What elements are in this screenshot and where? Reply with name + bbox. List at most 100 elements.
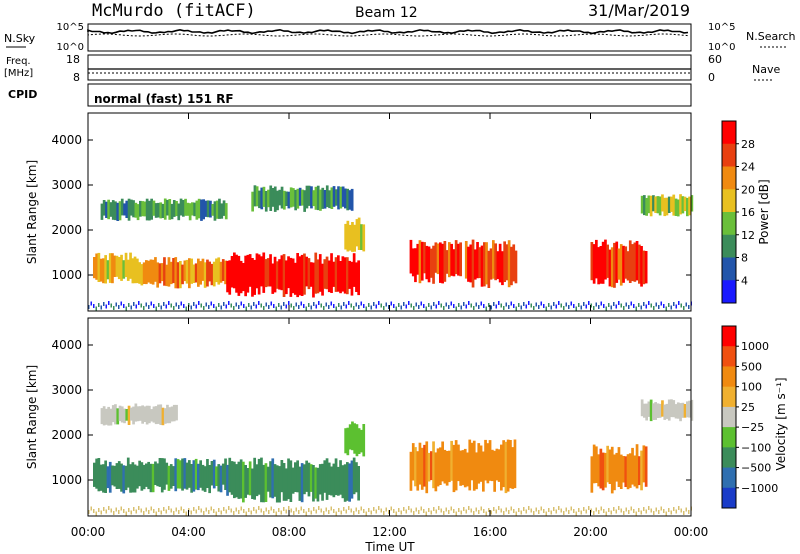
power-echo-cell <box>114 201 117 221</box>
velocity-scatter-cell <box>175 507 177 512</box>
power-scatter-cell <box>315 304 317 309</box>
velocity-scatter-cell <box>498 506 500 510</box>
power-echo-cell <box>501 251 504 286</box>
velocity-echo-cell <box>169 464 173 489</box>
power-scatter-cell <box>115 302 117 307</box>
power-echo-cell <box>280 255 284 291</box>
velocity-scatter-cell <box>540 506 542 511</box>
power-scatter-cell <box>410 303 412 308</box>
power-scatter-cell <box>288 301 290 305</box>
power-scatter-cell <box>430 305 432 310</box>
velocity-scatter-cell <box>138 506 140 510</box>
velocity-scatter-cell <box>665 511 667 516</box>
velocity-echo-cell <box>118 405 122 422</box>
power-echo-cell <box>136 258 139 284</box>
power-scatter-cell <box>365 306 367 311</box>
power-echo-cell <box>177 203 181 221</box>
power-scatter-cell <box>168 301 170 305</box>
power-scatter-cell <box>518 303 520 307</box>
power-echo-cell <box>183 260 187 282</box>
velocity-echo-cell <box>104 460 107 493</box>
velocity-echo-cell <box>411 443 415 481</box>
power-echo-cell <box>154 257 157 282</box>
power-scatter-cell <box>283 302 285 306</box>
power-scatter-cell <box>335 306 337 311</box>
velocity-scatter-cell <box>385 507 387 512</box>
velocity-scatter-cell <box>520 510 522 515</box>
power-scatter-cell <box>455 306 457 311</box>
velocity-scatter-cell <box>425 511 427 516</box>
velocity-scatter-cell <box>125 511 127 516</box>
power-scatter-cell <box>510 301 512 306</box>
power-echo-cell <box>362 224 366 252</box>
power-echo-cell <box>159 202 163 219</box>
power-scatter-cell <box>240 301 242 306</box>
velocity-scatter-cell <box>673 507 675 511</box>
velocity-scatter-cell <box>503 511 505 515</box>
power-scatter-cell <box>395 306 397 311</box>
power-scatter-cell <box>415 302 417 307</box>
velocity-scatter-cell <box>100 510 102 515</box>
velocity-echo-cell <box>159 404 163 425</box>
velocity-colorbar-swatch <box>722 326 736 347</box>
velocity-scatter-cell <box>605 511 607 516</box>
power-scatter-cell <box>688 305 690 309</box>
velocity-echo-cell <box>129 464 132 493</box>
power-echo-region <box>464 239 518 288</box>
power-scatter-cell <box>358 305 360 309</box>
power-echo-cell <box>169 261 173 285</box>
power-panel: 1000 2000 3000 4000 Slant Range [km] 4 8 12 16… <box>25 112 771 312</box>
velocity-echo-cell <box>647 401 651 417</box>
power-scatter-cell <box>138 301 140 305</box>
velocity-scatter-cell <box>360 506 362 511</box>
power-scatter-cell <box>260 303 262 308</box>
velocity-echo-cell <box>448 450 451 483</box>
velocity-echo-cell <box>122 465 126 494</box>
power-echo-cell <box>312 262 315 298</box>
velocity-echo-cell <box>658 403 662 418</box>
velocity-echo-cell <box>150 409 153 422</box>
power-scatter-cell <box>485 306 487 311</box>
power-scatter-cell <box>155 306 157 311</box>
power-scatter-cell <box>505 302 507 307</box>
power-echo-cell <box>327 260 331 293</box>
power-scatter-cell <box>493 302 495 306</box>
velocity-scatter-cell <box>298 510 300 514</box>
power-echo-cell <box>230 256 234 288</box>
velocity-echo-cell <box>493 450 496 492</box>
velocity-scatter-cell <box>300 506 302 511</box>
power-echo-cell <box>215 258 218 283</box>
velocity-echo-cell <box>125 409 129 421</box>
power-scatter-cell <box>248 303 250 307</box>
power-echo-cell <box>631 244 634 282</box>
velocity-scatter-cell <box>165 509 167 514</box>
power-scatter-cell <box>545 306 547 311</box>
velocity-echo-cell <box>645 403 648 421</box>
power-echo-cell <box>674 198 678 216</box>
power-echo-cell <box>312 190 316 207</box>
power-echo-cell <box>452 249 456 277</box>
power-echo-cell <box>341 256 345 292</box>
velocity-echo-region <box>100 403 178 426</box>
power-scatter-cell <box>213 304 215 308</box>
beam-label: Beam 12 <box>355 5 418 21</box>
power-scatter-cell <box>368 303 370 307</box>
velocity-echo-cell <box>97 458 101 492</box>
power-echo-cell <box>209 200 212 218</box>
power-echo-cell <box>253 259 256 295</box>
velocity-colorbar-title: Velocity [m s⁻¹] <box>774 377 788 470</box>
velocity-echo-cell <box>608 449 612 484</box>
velocity-echo-cell <box>640 399 644 417</box>
velocity-echo-cell <box>479 445 483 482</box>
power-echo-cell <box>182 200 185 217</box>
velocity-scatter-cell <box>295 507 297 512</box>
velocity-echo-cell <box>120 463 123 492</box>
velocity-scatter-cell <box>273 509 275 513</box>
power-echo-cell <box>644 251 648 284</box>
power-echo-cell <box>190 258 193 284</box>
velocity-scatter-cell <box>418 510 420 514</box>
velocity-echo-cell <box>107 406 110 426</box>
velocity-scatter-cell <box>310 510 312 515</box>
velocity-echo-cell <box>470 442 474 481</box>
velocity-echo-cell <box>141 405 144 424</box>
